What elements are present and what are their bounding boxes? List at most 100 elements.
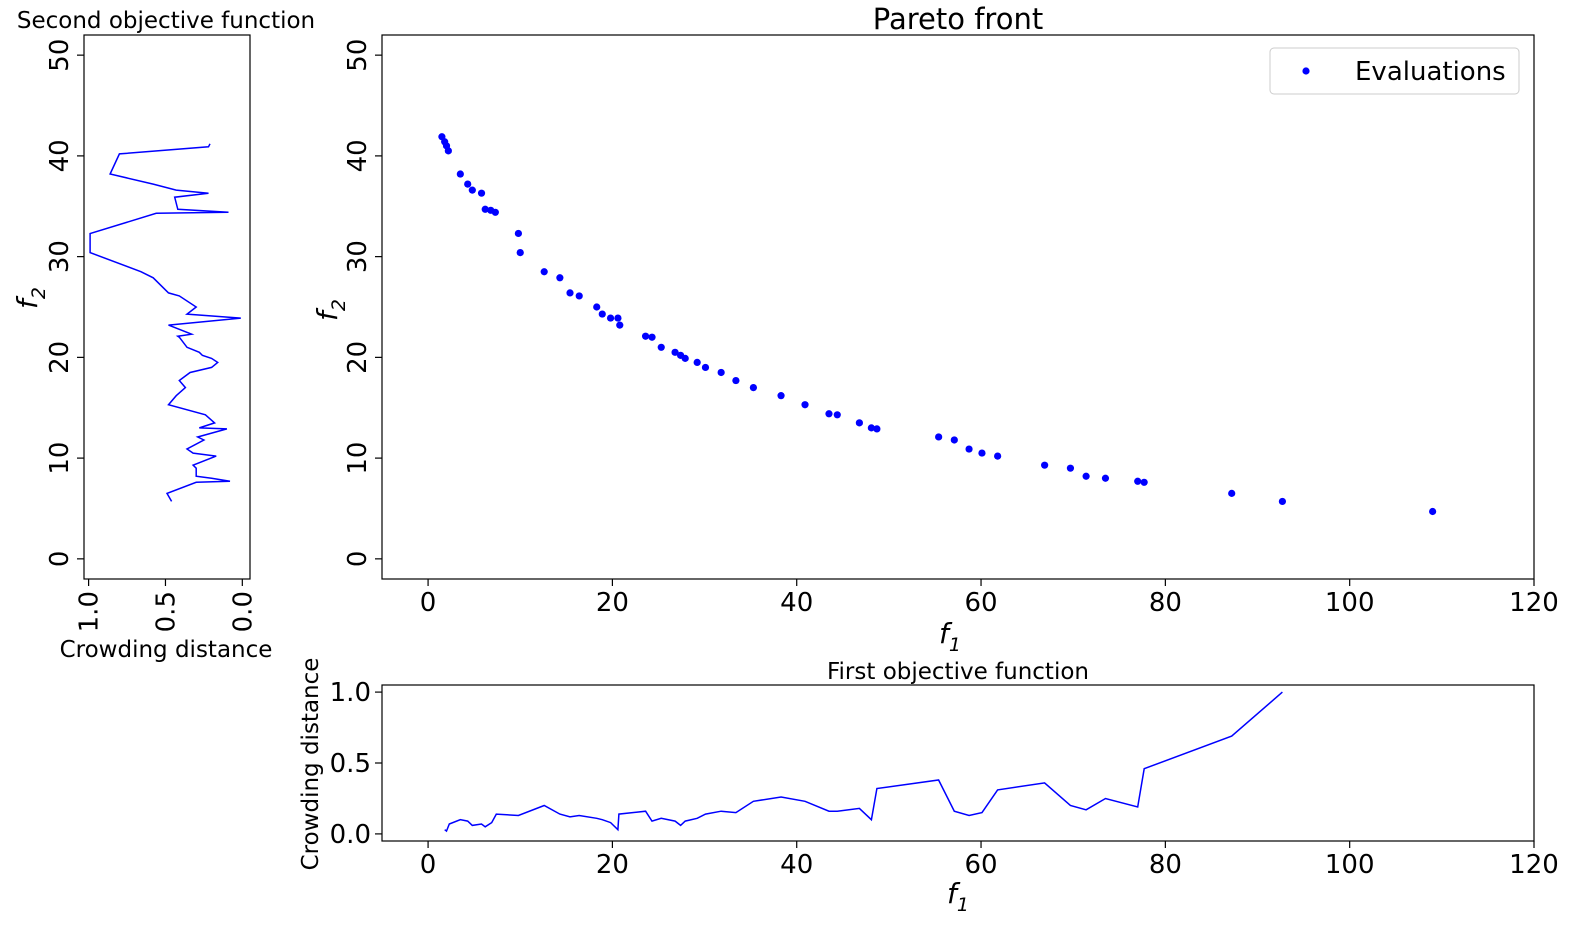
evaluation-point: [873, 425, 881, 433]
legend-label: Evaluations: [1355, 57, 1506, 87]
evaluation-point: [1140, 478, 1148, 486]
left-y-tick-label: 40: [45, 139, 75, 172]
evaluation-point: [965, 445, 973, 453]
left-x-ticks: 1.0 0.5 0.0: [75, 579, 258, 632]
bottom-x-tick-label: 0: [420, 850, 437, 880]
bottom-title: First objective function: [827, 659, 1089, 685]
main-x-tick-label: 60: [964, 588, 997, 618]
evaluation-point: [1134, 477, 1142, 485]
evaluation-point: [855, 419, 863, 427]
evaluation-point: [540, 268, 548, 276]
evaluation-point: [978, 449, 986, 457]
evaluation-point: [681, 354, 689, 362]
evaluation-point: [464, 180, 472, 188]
evaluation-point: [556, 274, 564, 282]
bottom-panel: First objective function 0.0 0.5 1.0 0 20 40…: [298, 658, 1559, 916]
main-x-tick-label: 0: [420, 588, 437, 618]
evaluation-point: [516, 249, 524, 257]
evaluation-point: [648, 333, 656, 341]
main-scatter-points: [438, 133, 1437, 516]
left-y-tick-label: 30: [45, 240, 75, 273]
left-x-axis-label: Crowding distance: [60, 637, 273, 663]
legend-box: [1269, 47, 1520, 95]
evaluation-point: [732, 376, 740, 385]
evaluation-point: [935, 433, 943, 441]
evaluation-point: [1228, 489, 1236, 497]
evaluation-point: [825, 410, 833, 418]
bottom-y-tick-label: 0.0: [330, 820, 371, 850]
left-title: Second objective function: [17, 8, 315, 34]
evaluation-point: [1082, 472, 1090, 480]
evaluation-point: [491, 208, 499, 216]
evaluation-point: [701, 363, 710, 372]
evaluation-point: [1101, 474, 1110, 482]
bottom-y-tick-label: 0.5: [330, 749, 371, 779]
evaluation-point: [481, 205, 489, 213]
evaluation-point: [444, 147, 452, 155]
left-y-tick-label: 20: [45, 341, 75, 374]
left-x-tick-label: 0.0: [228, 591, 258, 632]
main-x-axis-label: f1: [939, 617, 961, 656]
left-y-ticks: 0 10 20 30 40 50: [45, 39, 84, 567]
left-x-tick-label: 0.5: [151, 591, 181, 632]
evaluation-point: [994, 452, 1002, 460]
bottom-y-tick-label: 1.0: [330, 678, 371, 708]
main-y-axis-label: f2: [311, 299, 350, 321]
bottom-y-ticks: 0.0 0.5 1.0: [330, 678, 382, 850]
bottom-x-axis-label: f1: [947, 877, 969, 916]
left-y-axis-label: f2: [11, 287, 50, 309]
main-x-tick-label: 80: [1149, 588, 1182, 618]
evaluation-point: [514, 229, 522, 238]
left-panel: Second objective function 0 10 20 30 40 50 1.…: [11, 8, 315, 663]
main-y-ticks: 0 10 20 30 40 50: [343, 39, 382, 567]
bottom-x-tick-label: 40: [780, 850, 813, 880]
left-crowding-line: [89, 143, 241, 502]
evaluation-point: [1066, 464, 1075, 472]
evaluation-point: [1278, 497, 1287, 506]
bottom-x-tick-label: 20: [596, 850, 629, 880]
evaluation-point: [657, 343, 665, 351]
evaluation-point: [614, 314, 622, 322]
evaluation-point: [671, 348, 679, 356]
bottom-plot-frame: [381, 684, 1535, 842]
evaluation-point: [641, 332, 650, 340]
evaluation-point: [616, 321, 624, 329]
evaluation-point: [801, 401, 809, 409]
evaluation-point: [777, 392, 785, 400]
evaluation-point: [1041, 461, 1049, 469]
evaluation-point: [593, 303, 601, 311]
main-y-tick-label: 10: [343, 442, 373, 475]
evaluation-point: [950, 436, 958, 444]
evaluation-point: [477, 189, 486, 197]
evaluation-point: [1429, 507, 1437, 516]
legend-marker: [1302, 67, 1310, 75]
evaluation-point: [606, 314, 615, 322]
main-y-tick-label: 40: [343, 139, 373, 172]
main-y-tick-label: 20: [343, 341, 373, 374]
evaluation-point: [468, 186, 476, 194]
main-x-tick-label: 40: [780, 588, 813, 618]
bottom-x-tick-label: 60: [964, 850, 997, 880]
left-y-tick-label: 50: [45, 39, 75, 72]
main-title: Pareto front: [873, 2, 1043, 36]
main-x-tick-label: 100: [1325, 588, 1375, 618]
evaluation-point: [749, 383, 758, 392]
evaluation-point: [717, 368, 725, 377]
bottom-y-axis-label: Crowding distance: [298, 658, 324, 871]
left-plot-frame: [83, 34, 251, 580]
evaluation-point: [833, 411, 841, 419]
main-panel: Pareto front 0 10 20 30 40 50 0 20 40 60 80 100 120…: [311, 2, 1559, 656]
bottom-x-tick-label: 100: [1325, 850, 1375, 880]
evaluation-point: [598, 310, 606, 318]
evaluation-point: [575, 292, 583, 300]
evaluation-point: [693, 358, 701, 367]
bottom-x-ticks: 0 20 40 60 80 100 120: [420, 841, 1559, 880]
left-x-tick-label: 1.0: [75, 591, 105, 632]
evaluation-point: [867, 424, 875, 432]
main-x-tick-label: 120: [1509, 588, 1559, 618]
main-legend: Evaluations: [1269, 47, 1520, 95]
main-y-tick-label: 50: [343, 39, 373, 72]
main-x-tick-label: 20: [596, 588, 629, 618]
bottom-x-tick-label: 120: [1509, 850, 1559, 880]
